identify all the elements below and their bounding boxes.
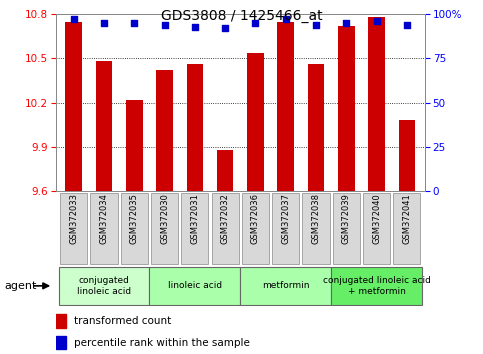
FancyBboxPatch shape — [121, 193, 148, 264]
FancyBboxPatch shape — [90, 193, 118, 264]
Text: GSM372038: GSM372038 — [312, 193, 321, 244]
Point — [373, 18, 381, 24]
Text: GSM372034: GSM372034 — [99, 193, 109, 244]
Bar — [65, 22, 82, 191]
Text: conjugated
linoleic acid: conjugated linoleic acid — [77, 276, 131, 296]
FancyBboxPatch shape — [393, 193, 421, 264]
Text: metformin: metformin — [262, 281, 310, 290]
Point — [70, 17, 78, 22]
Point — [282, 17, 290, 22]
Bar — [96, 61, 113, 191]
FancyBboxPatch shape — [302, 193, 329, 264]
Text: GSM372035: GSM372035 — [130, 193, 139, 244]
Bar — [247, 52, 264, 191]
FancyBboxPatch shape — [242, 193, 269, 264]
FancyBboxPatch shape — [58, 267, 149, 305]
FancyBboxPatch shape — [331, 267, 422, 305]
Text: GSM372041: GSM372041 — [402, 193, 412, 244]
Bar — [186, 64, 203, 191]
Text: GSM372040: GSM372040 — [372, 193, 381, 244]
Point — [342, 20, 350, 26]
Text: agent: agent — [5, 281, 37, 291]
Text: GSM372033: GSM372033 — [69, 193, 78, 244]
Bar — [156, 70, 173, 191]
Point — [252, 20, 259, 26]
Point — [161, 22, 169, 28]
Text: GDS3808 / 1425466_at: GDS3808 / 1425466_at — [161, 9, 322, 23]
Bar — [368, 17, 385, 191]
Text: conjugated linoleic acid
+ metformin: conjugated linoleic acid + metformin — [323, 276, 430, 296]
FancyBboxPatch shape — [272, 193, 299, 264]
FancyBboxPatch shape — [151, 193, 178, 264]
FancyBboxPatch shape — [363, 193, 390, 264]
Bar — [56, 314, 66, 328]
Text: GSM372037: GSM372037 — [281, 193, 290, 244]
Text: GSM372032: GSM372032 — [221, 193, 229, 244]
FancyBboxPatch shape — [181, 193, 209, 264]
FancyBboxPatch shape — [333, 193, 360, 264]
Bar — [217, 150, 233, 191]
Point — [221, 25, 229, 31]
Text: GSM372036: GSM372036 — [251, 193, 260, 244]
Text: GSM372031: GSM372031 — [190, 193, 199, 244]
Bar — [398, 120, 415, 191]
Text: transformed count: transformed count — [74, 316, 171, 326]
Bar — [56, 336, 66, 349]
FancyBboxPatch shape — [241, 267, 331, 305]
FancyBboxPatch shape — [60, 193, 87, 264]
Bar — [277, 22, 294, 191]
Point — [191, 24, 199, 29]
Point — [130, 20, 138, 26]
Bar — [338, 26, 355, 191]
Bar — [126, 100, 142, 191]
Text: GSM372039: GSM372039 — [342, 193, 351, 244]
Text: GSM372030: GSM372030 — [160, 193, 169, 244]
Point — [312, 22, 320, 28]
Point — [100, 20, 108, 26]
Text: linoleic acid: linoleic acid — [168, 281, 222, 290]
Text: percentile rank within the sample: percentile rank within the sample — [74, 337, 250, 348]
Point — [403, 22, 411, 28]
FancyBboxPatch shape — [149, 267, 241, 305]
Bar — [308, 64, 325, 191]
FancyBboxPatch shape — [212, 193, 239, 264]
